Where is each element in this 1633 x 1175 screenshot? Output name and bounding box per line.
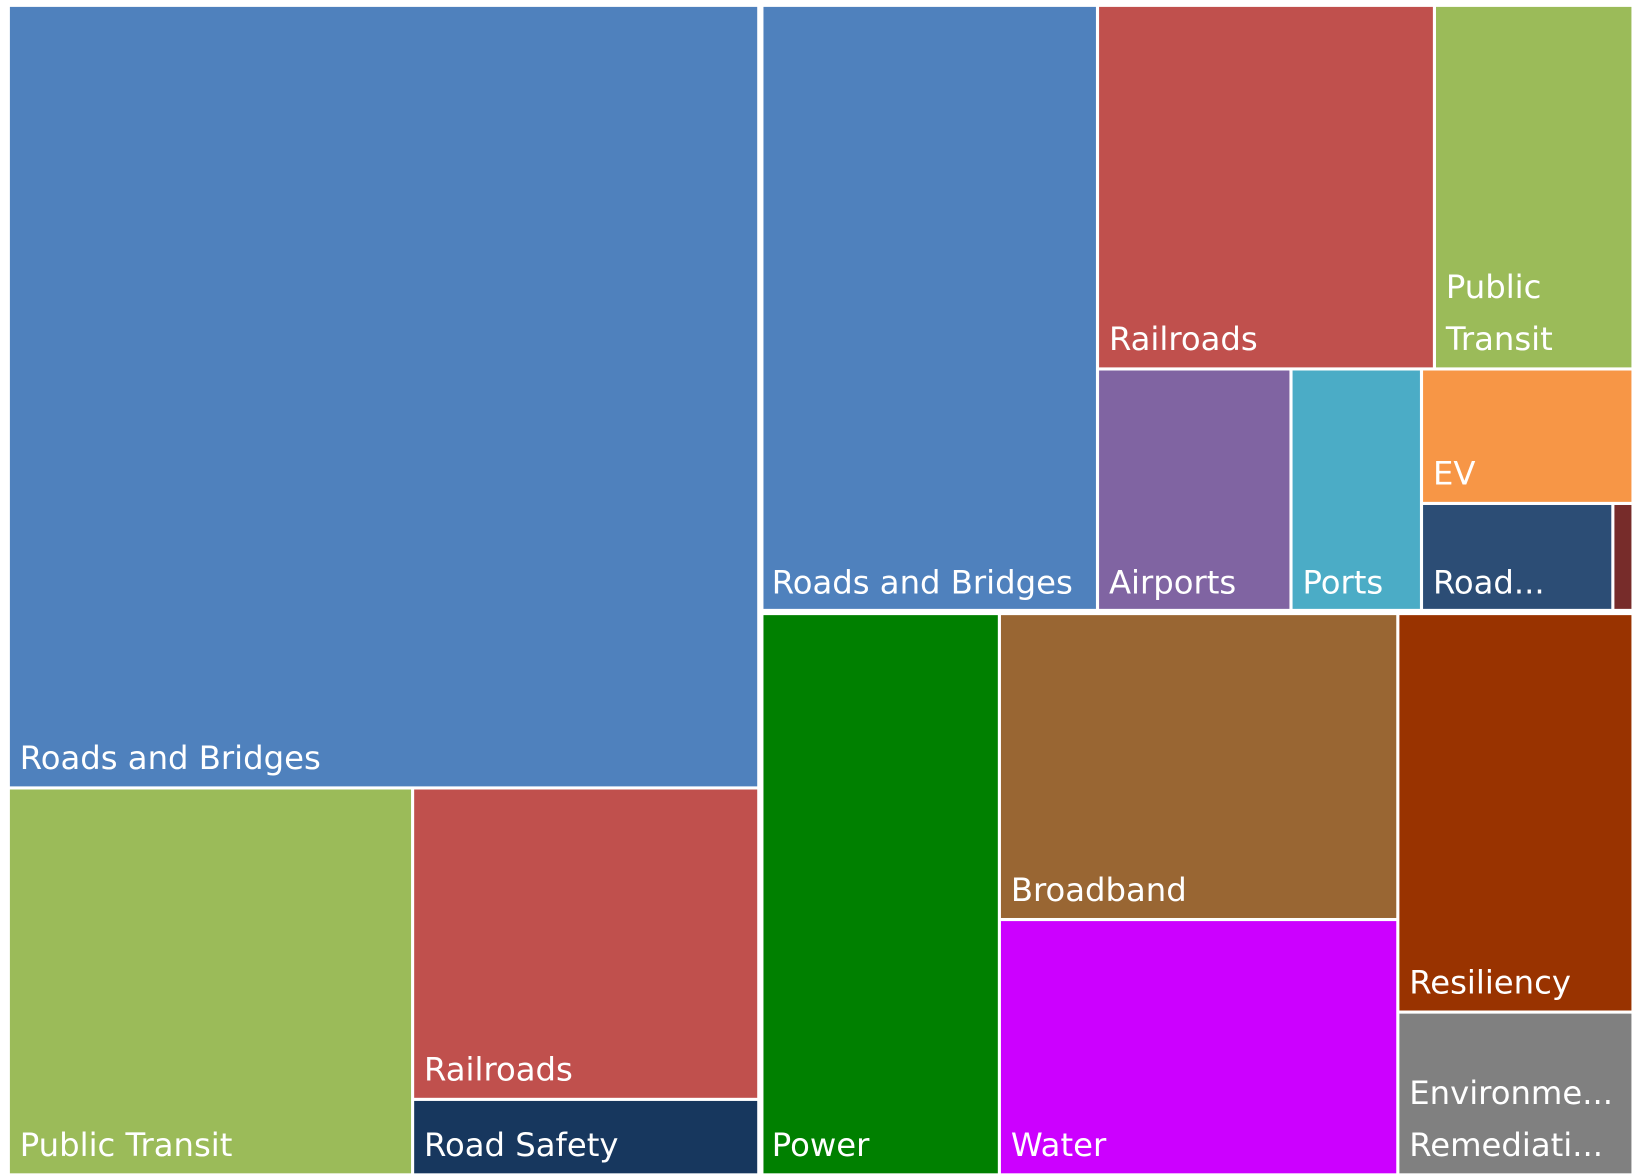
treemap-tile bbox=[1614, 504, 1632, 611]
tile-label: Railroads bbox=[1109, 320, 1258, 358]
tile-label: Environme... Remediati... bbox=[1409, 1074, 1613, 1164]
treemap-tile bbox=[1099, 6, 1433, 368]
tile-label: Roads and Bridges bbox=[20, 739, 321, 777]
tile-label: Road Safety bbox=[424, 1126, 618, 1164]
label-line: Remediati... bbox=[1409, 1126, 1603, 1164]
tile-label: EV bbox=[1433, 455, 1475, 493]
tile-label: Ports bbox=[1302, 563, 1383, 601]
treemap-tile bbox=[1000, 921, 1397, 1174]
tile-label: Airports bbox=[1109, 563, 1236, 601]
label-line: Environme... bbox=[1409, 1074, 1613, 1112]
tile-label: Public Transit bbox=[20, 1126, 233, 1164]
treemap-tile bbox=[1423, 370, 1632, 502]
treemap-tile bbox=[414, 789, 759, 1098]
treemap-tile bbox=[1399, 613, 1632, 1011]
tile-label: Railroads bbox=[424, 1051, 573, 1089]
treemap-tile bbox=[761, 6, 1096, 611]
tile-label: Resiliency bbox=[1409, 963, 1571, 1001]
treemap-tile bbox=[1436, 6, 1632, 368]
treemap-tile bbox=[1099, 370, 1290, 611]
label-line: Public bbox=[1446, 268, 1542, 306]
treemap-tile bbox=[1399, 1013, 1632, 1174]
treemap-tile bbox=[1423, 504, 1612, 611]
tile-label: Power bbox=[772, 1126, 870, 1164]
treemap-tile bbox=[9, 789, 412, 1174]
treemap-tile bbox=[9, 6, 759, 787]
treemap-tile bbox=[414, 1100, 759, 1174]
tile-label: Public Transit bbox=[1445, 268, 1553, 358]
tile-label: Road... bbox=[1433, 563, 1545, 601]
treemap-tile bbox=[761, 613, 998, 1174]
treemap-tile bbox=[1292, 370, 1420, 611]
label-line: Transit bbox=[1445, 320, 1553, 358]
tile-label: Broadband bbox=[1011, 871, 1187, 909]
tile-label: Roads and Bridges bbox=[772, 563, 1073, 601]
treemap-tile bbox=[1000, 613, 1397, 918]
tile-label: Water bbox=[1011, 1126, 1107, 1164]
